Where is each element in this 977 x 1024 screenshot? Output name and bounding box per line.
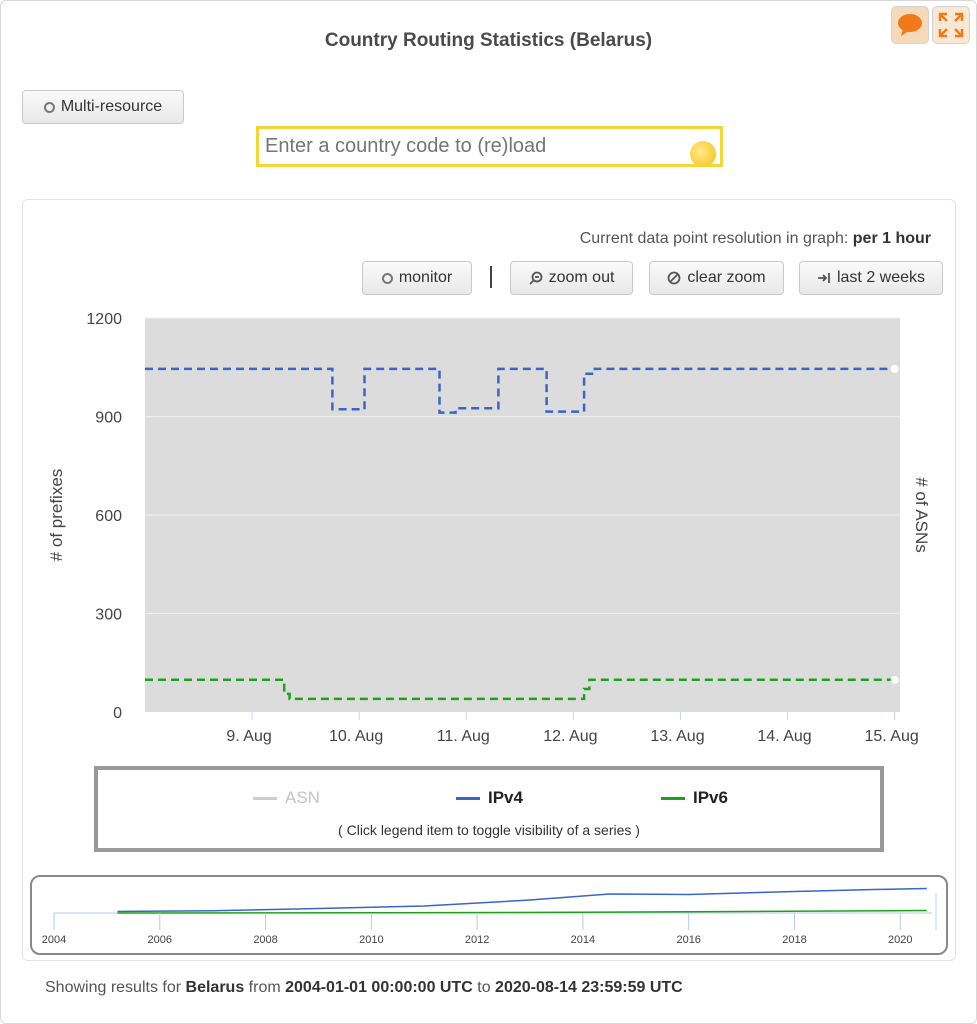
clear-zoom-label: clear zoom [687, 269, 766, 286]
legend-item-asn[interactable]: ASN [253, 788, 320, 808]
monitor-label: monitor [398, 269, 453, 286]
radio-icon [381, 272, 393, 284]
legend-item-ipv6[interactable]: IPv6 [661, 788, 728, 808]
last-2-weeks-button[interactable]: last 2 weeks [799, 261, 943, 295]
time-navigator[interactable] [30, 875, 948, 955]
speech-bubble-icon [898, 14, 922, 36]
x-tick-label: 15. Aug [865, 728, 919, 745]
search-status-icon [690, 141, 716, 167]
x-tick-label: 13. Aug [650, 728, 704, 745]
y-tick-label: 900 [95, 410, 122, 427]
x-tick-label: 11. Aug [437, 728, 490, 745]
monitor-button[interactable]: monitor [362, 261, 472, 295]
y-tick-label: 300 [95, 607, 122, 624]
arrow-to-end-icon [817, 273, 830, 283]
x-tick-label: 14. Aug [757, 728, 811, 745]
resolution-info: Current data point resolution in graph: … [580, 230, 931, 248]
y2-axis-label: # of ASNs [912, 477, 931, 553]
radio-icon [43, 101, 55, 113]
series-line-ipv6[interactable] [145, 678, 895, 701]
footer-prefix: Showing results for [45, 979, 182, 996]
chart-legend: ASN IPv4 IPv6 ( Click legend item to tog… [94, 766, 884, 852]
footer-from: from [248, 979, 281, 996]
series-endpoint [890, 364, 899, 373]
resolution-label: Current data point resolution in graph: [579, 230, 849, 247]
magnifier-icon [528, 271, 542, 285]
legend-swatch [661, 796, 685, 800]
x-tick-label: 10. Aug [329, 728, 383, 745]
legend-hint: ( Click legend item to toggle visibility… [338, 822, 640, 838]
toolbar-separator [490, 266, 492, 288]
feedback-button[interactable] [891, 6, 929, 44]
series-line-ipv4[interactable] [145, 367, 895, 414]
footer-end: 2020-08-14 23:59:59 UTC [495, 979, 683, 996]
routing-chart[interactable]: 0 300 600 900 1200 9. Aug 10. Aug 11. Aug 12. A… [0, 0, 977, 760]
y-tick-label: 1200 [86, 311, 122, 328]
page-title: Country Routing Statistics (Belarus) [324, 30, 653, 51]
footer-to: to [477, 979, 491, 996]
multi-resource-button[interactable]: Multi-resource [22, 90, 184, 124]
cancel-icon [667, 271, 681, 285]
clear-zoom-button[interactable]: clear zoom [649, 261, 784, 295]
fullscreen-button[interactable] [932, 6, 970, 44]
country-code-input[interactable] [256, 126, 723, 167]
y-tick-label: 600 [95, 508, 122, 525]
y-axis-label: # of prefixes [47, 469, 66, 562]
last-2-weeks-label: last 2 weeks [836, 269, 926, 286]
legend-label: IPv6 [693, 788, 728, 807]
x-tick-label: 9. Aug [226, 728, 271, 745]
footer-start: 2004-01-01 00:00:00 UTC [285, 979, 473, 996]
legend-label: ASN [285, 788, 320, 807]
multi-resource-label: Multi-resource [60, 98, 163, 115]
legend-label: IPv4 [488, 788, 523, 807]
series-endpoint [890, 675, 899, 684]
footer-country: Belarus [185, 979, 245, 996]
legend-item-ipv4[interactable]: IPv4 [456, 788, 523, 808]
zoom-out-label: zoom out [548, 269, 615, 286]
y-tick-label: 0 [113, 705, 122, 722]
expand-icon [938, 12, 964, 38]
zoom-out-button[interactable]: zoom out [510, 261, 633, 295]
results-summary: Showing results for Belarus from 2004-01… [45, 979, 683, 997]
legend-swatch [456, 796, 480, 800]
legend-swatch [253, 796, 277, 800]
x-tick-label: 12. Aug [543, 728, 597, 745]
resolution-value: per 1 hour [852, 230, 931, 247]
